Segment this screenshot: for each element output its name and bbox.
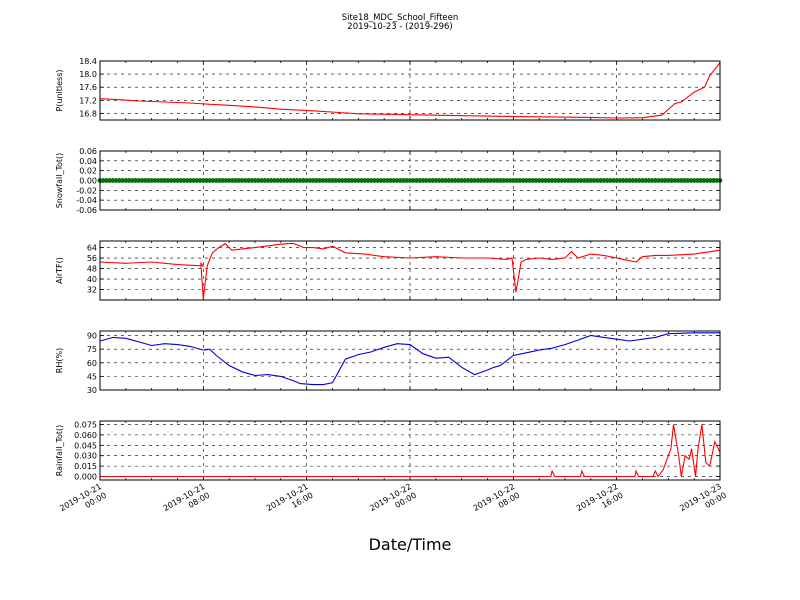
y-tick-label: 60 (87, 359, 97, 368)
x-tick-label: 2019-10-2116:00 (265, 482, 315, 522)
x-axis-label: Date/Time (369, 535, 452, 554)
x-tick-label: 2019-10-2200:00 (368, 482, 418, 522)
y-axis-label: RH(%) (55, 348, 64, 373)
y-tick-label: 17.6 (79, 83, 97, 92)
y-tick-label: 17.2 (79, 96, 97, 105)
chart-subtitle: 2019-10-23 - (2019-296) (347, 22, 452, 32)
series-line (99, 62, 721, 119)
y-tick-label: 48 (87, 265, 97, 274)
axes-frame (99, 150, 721, 211)
series-line (100, 424, 721, 478)
y-tick-label: 56 (87, 254, 97, 263)
y-tick-label: 64 (87, 244, 97, 253)
panels: 16.817.217.618.018.4P(unitless)-0.06-0.0… (55, 57, 723, 482)
y-tick-label: -0.06 (76, 206, 97, 215)
x-tick-label: 2019-10-2300:00 (678, 482, 728, 522)
y-tick-label: 32 (87, 286, 97, 295)
x-tick-label: 2019-10-2108:00 (162, 482, 212, 522)
y-tick-label: 0.00 (79, 177, 97, 186)
y-tick-label: 16.8 (79, 109, 97, 118)
y-tick-label: 0.04 (79, 157, 97, 166)
grid (100, 421, 720, 480)
y-tick-label: 0.030 (74, 452, 97, 461)
y-tick-label: 0.015 (74, 462, 97, 471)
y-tick-label: -0.04 (76, 196, 97, 205)
grid (100, 331, 720, 391)
y-tick-label: 18.4 (79, 57, 97, 66)
y-tick-label: 0.06 (79, 147, 97, 156)
panel-4: 30 45 60 75 90 RH(%) (55, 330, 721, 395)
x-tick-label: 2019-10-2100:00 (58, 482, 108, 522)
y-tick-label: 45 (87, 372, 97, 381)
y-tick-label: 0.000 (74, 473, 97, 482)
y-tick-label: 30 (87, 386, 97, 395)
axes-frame (99, 240, 721, 301)
y-tick-label: -0.02 (76, 186, 97, 195)
x-tick-label: 2019-10-2208:00 (472, 482, 522, 522)
series-points (97, 178, 723, 183)
axes-frame (99, 330, 721, 391)
y-tick-label: 75 (87, 345, 97, 354)
y-tick-label: 90 (87, 332, 97, 341)
y-tick-label: 18.0 (79, 70, 97, 79)
grid (100, 241, 720, 300)
y-tick-label: 0.075 (74, 420, 97, 429)
axes-frame (99, 60, 721, 121)
y-tick-label: 0.045 (74, 441, 97, 450)
axes-frame (99, 420, 721, 481)
y-tick-label: 40 (87, 275, 97, 284)
x-tick-label: 2019-10-2216:00 (575, 482, 625, 522)
y-tick-label: 0.02 (79, 167, 97, 176)
series-line (99, 242, 721, 299)
grid (100, 60, 720, 120)
y-axis-label: Snowfall_Tot() (55, 153, 64, 209)
y-axis-label: AirTF() (55, 257, 64, 284)
x-tick-labels: 2019-10-2100:00 2019-10-2108:00 2019-10-21… (58, 482, 728, 522)
chart-title: Site18_MDC_School_Fifteen (342, 13, 459, 23)
panel-2: -0.06-0.04-0.020.000.020.040.06 Snowfall_… (55, 147, 723, 215)
series-line (99, 332, 720, 386)
y-axis-label: Rainfall_Tot() (55, 425, 64, 477)
y-axis-label: P(unitless) (55, 69, 64, 111)
y-tick-label: 0.060 (74, 431, 97, 440)
panel-1: 16.8 17.2 17.6 18.0 18.4 P(unitless) (55, 57, 721, 121)
